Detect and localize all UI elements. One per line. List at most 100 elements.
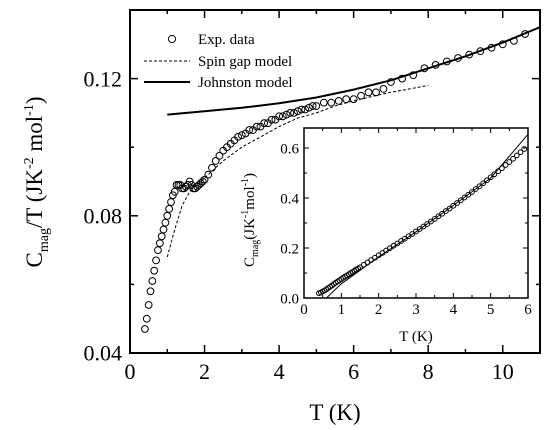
x-tick-label: 5 <box>487 302 495 318</box>
main-ylabel: Cmag/T (JK-2 mol-1) <box>22 97 52 268</box>
data-point <box>379 84 388 93</box>
data-point <box>454 200 460 206</box>
data-point <box>215 151 224 160</box>
y-tick-label: 0.12 <box>84 66 123 91</box>
data-point <box>334 96 343 105</box>
data-point <box>297 105 306 114</box>
main-xlabel: T (K) <box>309 400 360 425</box>
data-point <box>170 187 179 196</box>
data-point <box>491 171 498 178</box>
data-point <box>290 109 298 117</box>
y-tick-label: 0.4 <box>280 191 299 207</box>
fit-curve <box>167 26 541 116</box>
data-point <box>252 122 261 131</box>
data-point <box>319 98 328 107</box>
legend-label-johnston: Johnston model <box>198 75 293 91</box>
data-point <box>159 225 168 234</box>
data-point <box>513 152 520 159</box>
x-tick-label: 0 <box>125 359 136 384</box>
data-point <box>163 211 172 220</box>
data-point <box>148 277 157 285</box>
data-point <box>301 105 310 114</box>
data-point <box>267 115 276 124</box>
data-point <box>278 112 287 121</box>
data-point <box>152 256 160 265</box>
x-tick-label: 6 <box>524 302 532 318</box>
y-tick-label: 0.2 <box>280 241 299 257</box>
data-point <box>165 205 174 213</box>
data-point <box>487 174 494 181</box>
data-point <box>234 133 242 141</box>
x-tick-label: 10 <box>492 359 514 384</box>
data-point <box>446 205 453 212</box>
legend: Exp. data Spin gap model Johnston model <box>144 32 293 91</box>
x-tick-label: 8 <box>423 359 434 384</box>
data-point <box>260 119 269 128</box>
data-point <box>293 107 302 116</box>
inset-series <box>316 133 529 299</box>
x-tick-label: 4 <box>450 302 458 318</box>
data-point <box>506 159 513 165</box>
data-point <box>198 177 207 186</box>
data-point <box>150 266 159 275</box>
data-point <box>154 246 162 255</box>
spin-gap-curve <box>166 85 429 258</box>
x-tick-label: 2 <box>375 302 383 318</box>
y-tick-label: 0.04 <box>84 341 123 366</box>
data-point <box>472 186 479 192</box>
y-tick-label: 0.6 <box>280 141 299 157</box>
data-point <box>142 314 151 323</box>
data-point <box>510 155 516 162</box>
x-tick-label: 6 <box>348 359 359 384</box>
data-point <box>484 177 490 184</box>
data-point <box>167 198 175 206</box>
data-point <box>502 162 509 168</box>
data-point <box>342 95 351 104</box>
data-point <box>282 110 291 119</box>
x-tick-label: 3 <box>412 302 420 318</box>
data-point <box>157 232 166 241</box>
data-point <box>357 91 365 100</box>
x-tick-label: 4 <box>274 359 285 384</box>
data-point <box>465 191 472 198</box>
x-tick-label: 0 <box>300 302 308 318</box>
data-point <box>146 287 155 296</box>
data-point <box>182 182 190 191</box>
x-tick-label: 2 <box>199 359 210 384</box>
data-point <box>286 109 295 117</box>
data-point <box>480 180 487 187</box>
data-point <box>476 183 483 190</box>
inset-ticks: 0 1 2 3 4 5 6 0.0 0.2 0.4 0.6 <box>280 128 532 318</box>
main-series <box>141 26 541 333</box>
legend-label-spin: Spin gap model <box>198 54 292 70</box>
data-point <box>461 194 468 201</box>
svg-text:Cmag/T (JK-2 mol-1): Cmag/T (JK-2 mol-1) <box>22 97 52 268</box>
inset-background <box>304 128 528 298</box>
data-point <box>364 88 373 97</box>
data-point <box>144 301 153 309</box>
data-point <box>308 102 317 110</box>
data-point <box>211 157 220 165</box>
data-point <box>457 197 464 204</box>
inset-ylabel: Cmag(JK-1mol-1) <box>240 173 261 267</box>
data-point <box>275 112 283 121</box>
legend-label-exp: Exp. data <box>198 32 255 48</box>
data-point <box>439 210 446 217</box>
legend-marker-exp <box>167 34 177 44</box>
y-tick-label: 0.08 <box>84 204 123 229</box>
data-point <box>431 216 438 222</box>
data-point <box>521 146 528 152</box>
data-point <box>200 175 209 184</box>
main-ticks: 0 2 4 6 8 100.040.080.12 <box>84 9 540 384</box>
data-point <box>450 202 457 209</box>
y-tick-label: 0.0 <box>280 291 299 307</box>
main-plot-frame <box>129 9 541 354</box>
inset-xlabel: T (K) <box>399 329 432 345</box>
x-tick-label: 1 <box>338 302 346 318</box>
svg-text:Cmag(JK-1mol-1): Cmag(JK-1mol-1) <box>240 173 261 267</box>
data-point <box>327 98 336 107</box>
data-point <box>161 218 170 227</box>
fit-curve <box>326 133 529 299</box>
data-point <box>208 163 216 172</box>
